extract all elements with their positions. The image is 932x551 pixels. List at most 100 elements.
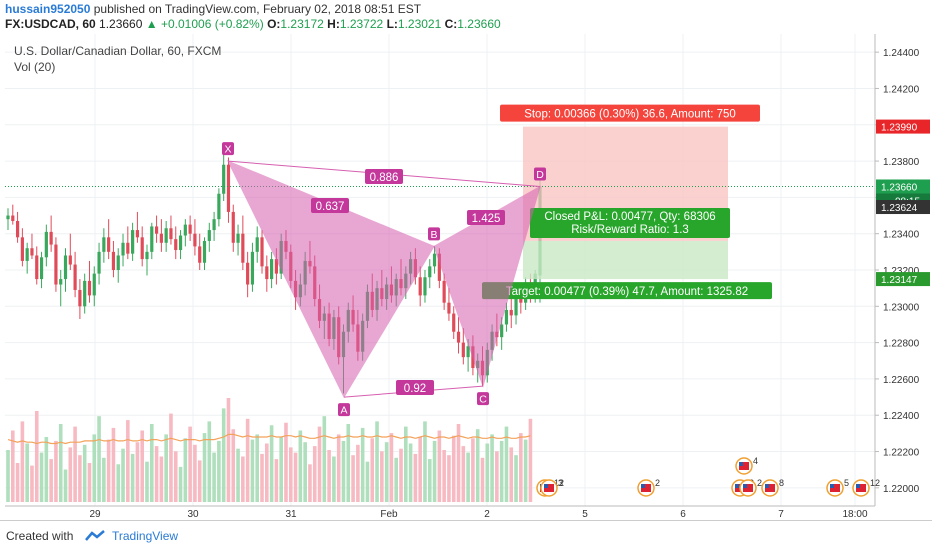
- candle: [461, 328, 465, 365]
- candle-body: [140, 237, 144, 260]
- candle: [260, 230, 264, 274]
- candle-body: [265, 266, 269, 280]
- candle-body: [11, 215, 15, 221]
- tradingview-link[interactable]: TradingView: [112, 529, 179, 543]
- volume-bar: [466, 452, 470, 502]
- volume-bar: [404, 426, 408, 502]
- flag-canton: [830, 484, 834, 488]
- volume-bar: [111, 427, 116, 502]
- y-tick-label: 1.23400: [883, 230, 920, 241]
- candle-body: [30, 248, 34, 256]
- volume-bar: [212, 452, 216, 502]
- candle: [178, 230, 183, 260]
- flag-stripes: [830, 484, 840, 492]
- event-flag-icon[interactable]: 2: [637, 478, 660, 497]
- candle: [226, 157, 231, 223]
- target-price-tag-box: [876, 272, 930, 287]
- volume-bar: [30, 465, 34, 502]
- candle-body: [198, 246, 202, 263]
- candle-body: [222, 164, 226, 194]
- candle: [212, 211, 216, 241]
- volume-bar: [499, 440, 504, 502]
- volume-bar: [140, 430, 144, 502]
- event-flag-icon[interactable]: 3: [540, 478, 563, 497]
- candle-body: [83, 280, 87, 307]
- volume-bar: [332, 456, 336, 502]
- event-count: 5: [844, 478, 849, 488]
- event-flag-icon[interactable]: 5: [826, 478, 849, 497]
- pattern-point-label: D: [536, 169, 544, 181]
- ratio-box: [311, 198, 349, 213]
- candle: [116, 248, 120, 283]
- volume-bar: [312, 446, 317, 502]
- candle-body: [107, 237, 111, 252]
- candle: [30, 233, 34, 260]
- candle-body: [63, 255, 68, 280]
- author-link[interactable]: hussain952050: [5, 2, 91, 16]
- candle-body: [159, 233, 163, 243]
- y-tick-label: 1.22400: [883, 411, 920, 422]
- candle: [428, 259, 432, 289]
- candle-body: [164, 228, 168, 243]
- candle: [145, 244, 149, 276]
- event-count: 4: [753, 456, 758, 466]
- ratio-label: 1.425: [472, 213, 501, 225]
- candle-body: [20, 237, 24, 261]
- volume-bar: [226, 398, 231, 502]
- ratio-label: 0.637: [316, 201, 345, 213]
- candle-body: [150, 226, 154, 252]
- candle-body: [39, 257, 44, 280]
- stop-price-tag-box: [876, 119, 930, 134]
- event-flag-icon[interactable]: 12: [852, 478, 880, 497]
- open-value: 1.23172: [280, 17, 324, 31]
- position-tool[interactable]: Stop: 0.00366 (0.30%) 36.6, Amount: 750 C…: [5, 104, 875, 300]
- candle: [447, 288, 451, 321]
- prev-price-tag: 1.23624: [881, 203, 918, 214]
- x-tick-label: 6: [680, 509, 686, 520]
- candle-body: [102, 237, 106, 252]
- event-flag-icon[interactable]: 4: [735, 456, 758, 475]
- chart-title: U.S. Dollar/Canadian Dollar, 60, FXCM: [14, 44, 221, 58]
- event-markers[interactable]: 12323428512: [536, 456, 880, 497]
- flag-canton: [544, 484, 548, 488]
- event-flag-icon[interactable]: 8: [761, 478, 784, 497]
- volume-bar: [509, 447, 514, 502]
- x-tick-label: Feb: [380, 509, 398, 520]
- volume-bar: [384, 442, 389, 502]
- candle-body: [241, 233, 245, 263]
- volume-bar: [317, 426, 322, 502]
- volume-bar: [178, 466, 183, 502]
- candle-body: [270, 259, 274, 280]
- volume-bar: [173, 451, 178, 502]
- candle: [222, 153, 226, 202]
- candle-body: [68, 255, 72, 265]
- candle-body: [202, 240, 207, 263]
- volume-bar: [197, 460, 202, 502]
- candle-body: [428, 266, 432, 278]
- candle: [20, 228, 24, 267]
- candle-body: [452, 313, 456, 332]
- volume-bar: [380, 451, 384, 502]
- candle: [39, 251, 44, 289]
- volume-bar: [265, 443, 269, 502]
- x-tick-label: 30: [187, 509, 199, 520]
- harmonic-pattern[interactable]: X A B C D 0.886 0.637 1.425 0.92: [222, 142, 546, 417]
- candle-body: [126, 242, 130, 254]
- candle-body: [519, 297, 523, 303]
- volume-bar: [188, 426, 192, 502]
- candle-body: [178, 235, 183, 251]
- event-flag-icon[interactable]: 2: [739, 478, 762, 497]
- candle-body: [461, 342, 465, 358]
- event-count: 2: [655, 478, 660, 488]
- candle: [159, 219, 163, 252]
- flag-canton: [743, 484, 747, 488]
- low-value: 1.23021: [397, 17, 442, 31]
- candle: [102, 228, 106, 263]
- y-tick-label: 1.22000: [883, 484, 920, 495]
- volume-ma: [7, 433, 531, 445]
- candle-body: [236, 233, 240, 243]
- candle-body: [87, 280, 92, 296]
- candle: [126, 226, 130, 260]
- flag-canton: [856, 484, 860, 488]
